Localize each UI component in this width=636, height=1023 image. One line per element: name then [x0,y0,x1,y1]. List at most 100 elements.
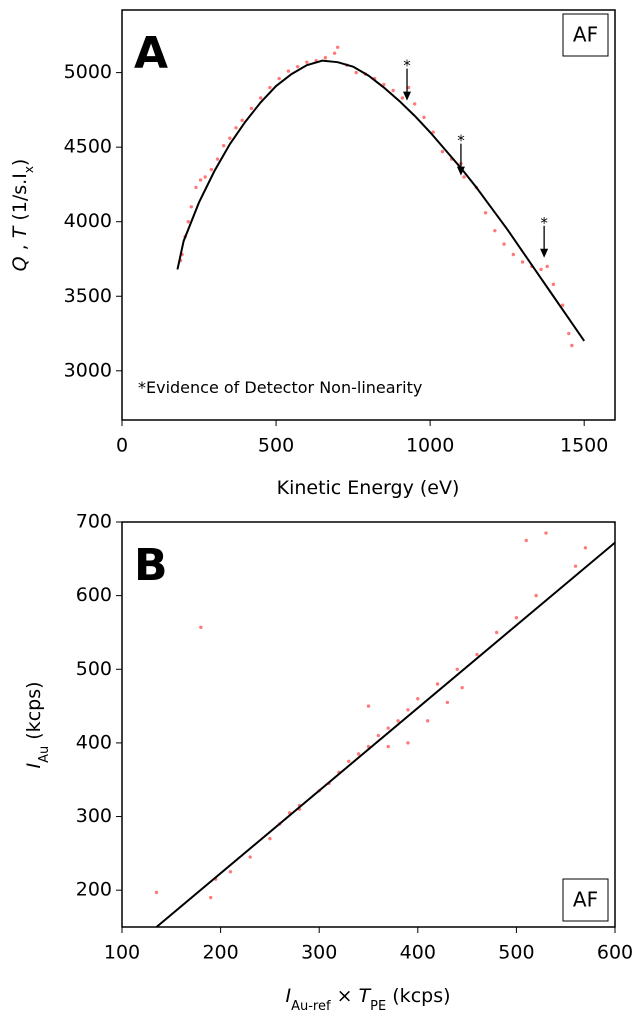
y-tick-label: 200 [76,879,112,901]
data-point [189,205,194,209]
label-part: , [9,238,31,256]
arrow-head [403,91,412,101]
data-point [366,704,371,708]
label-part: I [23,763,45,769]
y-axis-label: Q , T (1/s.Ix) [9,159,36,272]
y-tick-label: 3500 [64,285,112,307]
y-tick-label: 400 [76,731,112,753]
data-point [493,228,497,233]
data-point [354,70,358,75]
data-point [422,115,426,120]
data-point [520,260,525,264]
data-point [567,331,571,336]
plot-frame [121,9,616,421]
data-point [154,890,159,895]
data-point [455,667,459,671]
label-part: Au [37,746,52,763]
x-tick-label: 0 [116,435,128,457]
data-point [277,76,281,81]
x-tick-label: 500 [498,942,534,964]
data-point [221,143,226,148]
data-point [435,682,440,686]
data-point [440,149,445,154]
data-point [551,282,556,287]
data-point [249,106,254,111]
data-point [240,118,244,123]
data-point [539,267,543,272]
data-point [209,167,214,172]
label-part: Au-ref [291,999,331,1014]
box-label-frame [562,13,609,57]
data-point [258,96,263,100]
y-tick-label: 4500 [64,136,112,158]
data-point [570,343,574,348]
data-point [356,752,361,756]
data-point [248,855,252,859]
label-part: Q [9,256,31,271]
label-part: (kcps) [386,985,450,1007]
data-point [460,685,464,690]
arrow-star: * [403,57,411,75]
box-label: AF [573,23,598,47]
data-point [425,719,430,723]
panel-label: A [134,28,168,79]
fit-line [155,541,615,927]
data-point [186,220,190,224]
label-part: ) [9,159,31,166]
label-part: × [331,985,359,1007]
data-point [268,836,272,841]
data-point [386,744,390,749]
x-tick-label: 100 [104,942,140,964]
arrow-star: * [540,214,548,232]
data-point [386,726,390,730]
arrow-head [540,248,549,258]
data-point [286,69,291,73]
label-part: I [285,985,291,1007]
data-point [462,175,466,179]
data-point [514,616,519,620]
data-point [583,546,588,550]
x-tick-label: 300 [301,942,337,964]
data-point [215,157,220,161]
y-tick-label: 600 [76,584,112,606]
data-point [332,51,337,55]
data-point [203,175,207,179]
data-point [475,652,479,657]
data-point [545,264,549,269]
x-tick-label: 400 [400,942,436,964]
data-point [534,593,538,598]
arrow-star: * [457,132,465,150]
data-point [413,102,417,106]
data-point [382,82,386,87]
x-tick-label: 200 [202,942,238,964]
x-tick-label: 1500 [560,435,608,457]
data-point [209,895,213,900]
data-point [406,85,411,90]
data-point [347,759,351,764]
data-point [228,870,233,874]
data-point [511,252,516,257]
x-tick-label: 600 [597,942,633,964]
data-point [502,242,506,246]
data-point [323,56,328,60]
fit-line [176,59,586,342]
panel-label: B [134,540,168,591]
data-point [483,211,488,215]
data-point [305,60,309,64]
y-tick-label: 4000 [64,210,112,232]
data-point [234,126,238,130]
data-point [335,45,340,49]
data-point [194,185,198,190]
data-point [268,85,272,90]
data-point [560,303,565,307]
plot-frame [121,521,616,928]
y-tick-label: 300 [76,805,112,827]
data-point [228,136,232,140]
data-point [431,130,435,134]
data-point [573,564,578,568]
data-point [199,625,203,629]
box-label: AF [573,888,598,912]
data-point [416,697,420,701]
data-point [400,96,405,100]
